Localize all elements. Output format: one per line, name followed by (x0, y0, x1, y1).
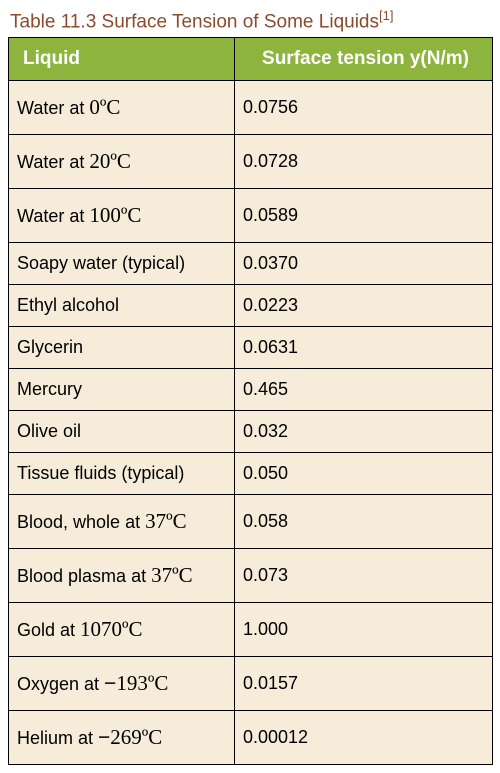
cell-liquid: Water at 0ºC (9, 81, 235, 135)
cell-tension: 0.058 (235, 495, 493, 549)
cell-tension: 0.073 (235, 549, 493, 603)
cell-liquid: Mercury (9, 369, 235, 411)
liquid-label: Glycerin (17, 337, 83, 357)
cell-liquid: Water at 100ºC (9, 189, 235, 243)
cell-tension: 0.00012 (235, 711, 493, 765)
table-row: Soapy water (typical) 0.0370 (9, 243, 493, 285)
liquid-temperature: 100ºC (89, 203, 141, 227)
table-header-row: Liquid Surface tension y(N/m) (9, 38, 493, 81)
liquid-temperature: 37ºC (151, 563, 193, 587)
liquid-temperature: 20ºC (89, 149, 131, 173)
table-row: Blood plasma at 37ºC0.073 (9, 549, 493, 603)
cell-tension: 0.0157 (235, 657, 493, 711)
surface-tension-table: Liquid Surface tension y(N/m) Water at 0… (8, 37, 493, 765)
liquid-label: Water at (17, 152, 89, 172)
cell-liquid: Tissue fluids (typical) (9, 453, 235, 495)
cell-liquid: Glycerin (9, 327, 235, 369)
liquid-label: Oxygen at (17, 674, 104, 694)
cell-liquid: Water at 20ºC (9, 135, 235, 189)
caption-citation: [1] (379, 8, 393, 23)
liquid-temperature: 37ºC (145, 509, 187, 533)
liquid-temperature: 1070ºC (80, 617, 143, 641)
liquid-label: Tissue fluids (typical) (17, 463, 184, 483)
table-row: Water at 100ºC0.0589 (9, 189, 493, 243)
cell-tension: 0.0589 (235, 189, 493, 243)
cell-tension: 0.465 (235, 369, 493, 411)
liquid-label: Olive oil (17, 421, 81, 441)
caption-prefix: Table 11.3 (10, 11, 96, 32)
liquid-label: Gold at (17, 620, 80, 640)
cell-tension: 0.0370 (235, 243, 493, 285)
cell-tension: 0.050 (235, 453, 493, 495)
cell-liquid: Ethyl alcohol (9, 285, 235, 327)
cell-liquid: Oxygen at −193ºC (9, 657, 235, 711)
liquid-temperature: −193ºC (104, 671, 168, 695)
liquid-temperature: −269ºC (98, 725, 162, 749)
caption-text: Surface Tension of Some Liquids (96, 11, 379, 32)
table-row: Ethyl alcohol 0.0223 (9, 285, 493, 327)
table-row: Oxygen at −193ºC0.0157 (9, 657, 493, 711)
liquid-label: Water at (17, 98, 89, 118)
table-row: Gold at 1070ºC1.000 (9, 603, 493, 657)
liquid-label: Mercury (17, 379, 82, 399)
cell-tension: 1.000 (235, 603, 493, 657)
table-row: Blood, whole at 37ºC0.058 (9, 495, 493, 549)
column-header-tension: Surface tension y(N/m) (235, 38, 493, 81)
column-header-liquid: Liquid (9, 38, 235, 81)
cell-tension: 0.032 (235, 411, 493, 453)
table-row: Helium at −269ºC0.00012 (9, 711, 493, 765)
liquid-temperature: 0ºC (89, 95, 120, 119)
table-row: Glycerin 0.0631 (9, 327, 493, 369)
liquid-label: Blood plasma at (17, 566, 151, 586)
liquid-label: Blood, whole at (17, 512, 145, 532)
cell-tension: 0.0631 (235, 327, 493, 369)
table-row: Olive oil 0.032 (9, 411, 493, 453)
cell-liquid: Olive oil (9, 411, 235, 453)
liquid-label: Soapy water (typical) (17, 253, 185, 273)
cell-tension: 0.0728 (235, 135, 493, 189)
cell-liquid: Gold at 1070ºC (9, 603, 235, 657)
cell-liquid: Soapy water (typical) (9, 243, 235, 285)
liquid-label: Helium at (17, 728, 98, 748)
cell-tension: 0.0756 (235, 81, 493, 135)
table-row: Water at 20ºC0.0728 (9, 135, 493, 189)
liquid-label: Water at (17, 206, 89, 226)
cell-tension: 0.0223 (235, 285, 493, 327)
cell-liquid: Helium at −269ºC (9, 711, 235, 765)
cell-liquid: Blood plasma at 37ºC (9, 549, 235, 603)
table-row: Tissue fluids (typical) 0.050 (9, 453, 493, 495)
table-row: Mercury 0.465 (9, 369, 493, 411)
table-caption: Table 11.3 Surface Tension of Some Liqui… (10, 8, 492, 33)
cell-liquid: Blood, whole at 37ºC (9, 495, 235, 549)
liquid-label: Ethyl alcohol (17, 295, 119, 315)
table-row: Water at 0ºC0.0756 (9, 81, 493, 135)
